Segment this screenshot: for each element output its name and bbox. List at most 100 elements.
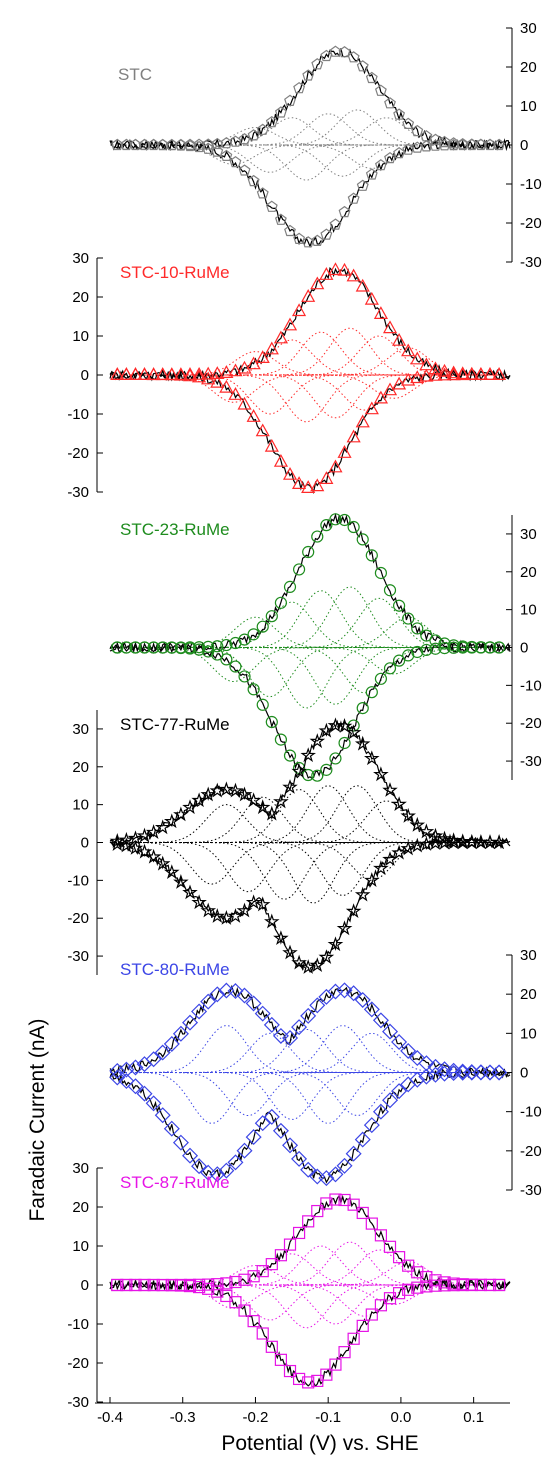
fit-marker bbox=[438, 642, 451, 655]
reductive-component bbox=[139, 842, 500, 885]
fit-marker bbox=[373, 766, 389, 782]
fit-marker bbox=[247, 1315, 260, 1328]
oxidative-component bbox=[139, 590, 500, 648]
fit-marker bbox=[263, 805, 280, 821]
x-tick-label: 0.1 bbox=[463, 1409, 484, 1426]
fit-marker bbox=[227, 782, 244, 798]
y-tick-label: -20 bbox=[67, 445, 89, 462]
fit-marker bbox=[346, 429, 361, 443]
fit-marker bbox=[382, 1092, 399, 1109]
fit-marker bbox=[127, 1059, 144, 1076]
reductive-trace bbox=[109, 1279, 511, 1388]
fit-marker bbox=[211, 1278, 224, 1291]
fit-marker bbox=[418, 1068, 435, 1085]
fit-marker bbox=[382, 782, 398, 797]
fit-marker bbox=[201, 366, 216, 380]
fit-marker bbox=[372, 1103, 389, 1120]
oxidative-trace bbox=[109, 1194, 511, 1291]
x-tick-label: -0.4 bbox=[97, 1409, 123, 1426]
fit-marker bbox=[436, 830, 453, 846]
fit-marker bbox=[337, 262, 352, 276]
fit-marker bbox=[118, 837, 135, 853]
fit-marker bbox=[400, 807, 416, 823]
fit-marker bbox=[109, 1069, 126, 1086]
fit-marker bbox=[329, 513, 342, 526]
fit-marker bbox=[136, 827, 153, 843]
panel-label: STC bbox=[118, 65, 152, 84]
fit-marker bbox=[302, 545, 315, 559]
fit-marker bbox=[392, 1251, 406, 1264]
fit-marker bbox=[391, 796, 407, 812]
fit-marker bbox=[346, 268, 361, 282]
fit-marker bbox=[338, 46, 351, 58]
fit-marker bbox=[383, 1240, 397, 1253]
x-tick-label: 0.0 bbox=[390, 1409, 411, 1426]
fit-marker bbox=[382, 320, 398, 334]
fit-marker bbox=[211, 145, 224, 157]
fit-marker bbox=[356, 179, 369, 191]
fit-marker bbox=[302, 69, 315, 81]
fit-marker bbox=[274, 1249, 288, 1262]
fit-marker bbox=[283, 580, 297, 593]
y-tick-label: -10 bbox=[520, 1104, 542, 1121]
fit-marker bbox=[128, 367, 143, 380]
fit-marker bbox=[302, 1215, 315, 1228]
fit-marker bbox=[311, 234, 324, 246]
y-tick-label: 0 bbox=[81, 367, 89, 384]
fit-marker bbox=[382, 851, 398, 866]
fit-marker bbox=[247, 129, 260, 141]
reductive-component bbox=[139, 144, 500, 169]
fit-marker bbox=[320, 519, 333, 532]
fit-marker bbox=[411, 1266, 424, 1279]
fit-marker bbox=[274, 106, 287, 118]
fit-marker bbox=[273, 793, 289, 809]
fit-marker bbox=[254, 896, 271, 912]
fit-marker bbox=[483, 641, 497, 654]
x-tick-label: -0.3 bbox=[170, 1409, 196, 1426]
fit-marker bbox=[163, 1120, 180, 1137]
fit-marker bbox=[191, 1003, 208, 1020]
oxidative-component bbox=[139, 1241, 500, 1286]
fit-marker bbox=[410, 370, 425, 384]
fit-marker bbox=[336, 718, 353, 733]
fit-marker bbox=[282, 1029, 299, 1046]
fit-marker bbox=[237, 360, 252, 374]
fit-marker bbox=[282, 317, 298, 331]
fit-marker bbox=[228, 387, 243, 400]
fit-marker bbox=[265, 115, 278, 128]
fit-marker bbox=[291, 954, 307, 970]
fit-marker bbox=[264, 438, 279, 452]
fit-marker bbox=[118, 1073, 135, 1090]
fit-marker bbox=[329, 1193, 342, 1206]
y-tick-label: 20 bbox=[72, 759, 89, 776]
fit-marker bbox=[229, 1296, 242, 1309]
oxidative-component bbox=[139, 785, 500, 843]
fit-marker bbox=[292, 1226, 306, 1240]
fit-marker bbox=[409, 816, 426, 832]
fit-marker bbox=[265, 610, 278, 623]
y-tick-label: -20 bbox=[520, 715, 542, 732]
fit-marker bbox=[220, 1277, 233, 1290]
fit-marker bbox=[318, 722, 335, 738]
fit-marker bbox=[146, 367, 161, 381]
fit-marker bbox=[473, 367, 489, 380]
fit-marker bbox=[365, 549, 378, 562]
fit-marker bbox=[402, 1283, 415, 1296]
reductive-trace bbox=[109, 837, 511, 973]
fit-marker bbox=[155, 367, 170, 381]
fit-marker bbox=[182, 799, 198, 815]
fit-marker bbox=[455, 367, 470, 381]
fit-marker bbox=[292, 1372, 306, 1386]
fit-marker bbox=[291, 303, 307, 317]
fit-marker bbox=[245, 792, 262, 808]
fit-marker bbox=[136, 843, 153, 859]
fit-marker bbox=[209, 1166, 226, 1183]
fit-marker bbox=[220, 638, 233, 652]
fit-marker bbox=[265, 1340, 278, 1353]
fit-marker bbox=[328, 459, 343, 473]
fit-marker bbox=[138, 1278, 151, 1292]
oxidative-component bbox=[139, 331, 500, 376]
fit-marker bbox=[310, 478, 325, 492]
fit-marker bbox=[274, 596, 288, 609]
fit-marker bbox=[320, 763, 333, 776]
